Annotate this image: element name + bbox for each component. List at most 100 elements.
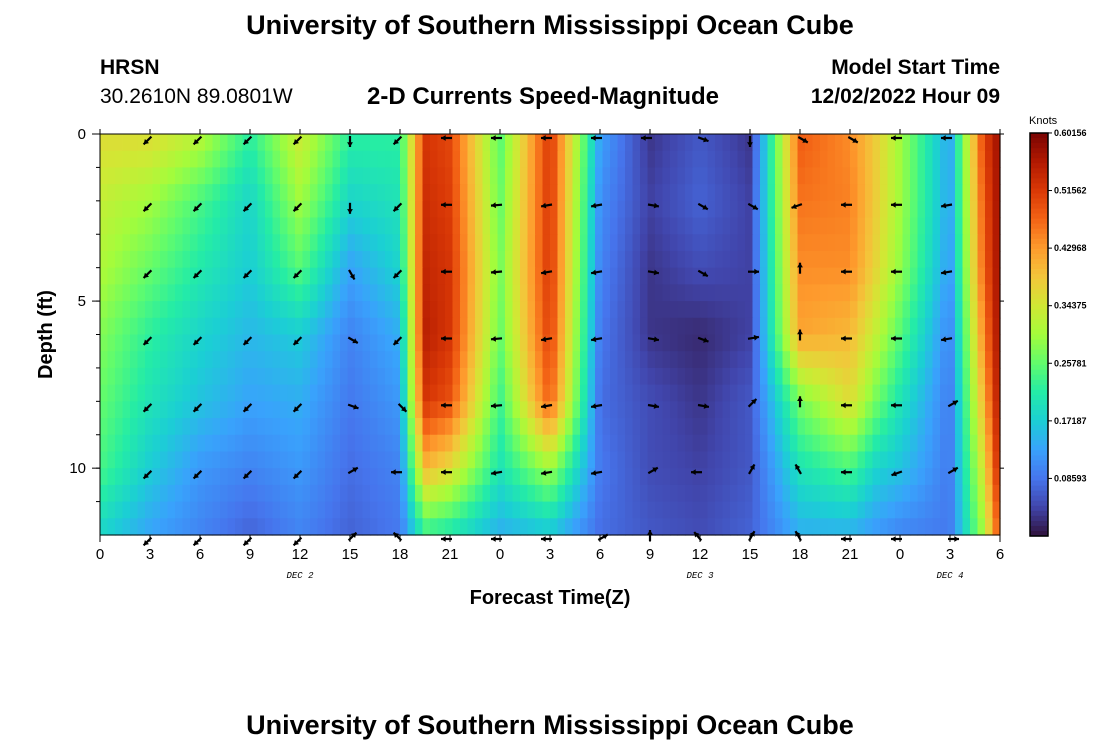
heatmap-cell: [182, 501, 191, 519]
heatmap-cell: [445, 217, 454, 235]
heatmap-cell: [220, 484, 229, 503]
heatmap-cell: [970, 234, 979, 252]
heatmap-cell: [640, 134, 649, 152]
heatmap-cell: [445, 401, 454, 419]
heatmap-cell: [932, 334, 941, 352]
heatmap-cell: [452, 234, 461, 252]
heatmap-cell: [812, 301, 821, 319]
heatmap-cell: [100, 518, 109, 536]
heatmap-cell: [977, 518, 986, 536]
heatmap-cell: [137, 401, 146, 419]
colorbar-segment: [1030, 314, 1048, 320]
main-title: University of Southern Mississippi Ocean…: [246, 10, 854, 40]
current-arrow-head: [703, 136, 709, 143]
heatmap-cell: [160, 317, 169, 336]
heatmap-cell: [865, 200, 874, 219]
heatmap-cell: [932, 367, 941, 386]
heatmap-cell: [505, 150, 514, 169]
heatmap-cell: [235, 418, 244, 436]
heatmap-cell: [857, 184, 866, 202]
heatmap-cell: [992, 418, 1001, 436]
heatmap-cell: [197, 367, 206, 386]
heatmap-cell: [317, 468, 326, 486]
heatmap-cell: [235, 317, 244, 336]
heatmap-cell: [520, 384, 529, 402]
heatmap-cell: [542, 267, 551, 285]
heatmap-cell: [490, 334, 499, 352]
heatmap-cell: [242, 367, 251, 386]
heatmap-cell: [182, 434, 191, 453]
heatmap-cell: [587, 434, 596, 453]
heatmap-cell: [925, 334, 934, 352]
heatmap-cell: [880, 401, 889, 419]
heatmap-cell: [550, 334, 559, 352]
heatmap-cell: [287, 334, 296, 352]
heatmap-cell: [122, 267, 131, 285]
heatmap-cell: [325, 401, 334, 419]
current-arrow: [242, 269, 253, 279]
heatmap-cell: [460, 484, 469, 503]
heatmap-cell: [655, 451, 664, 469]
heatmap-cell: [520, 134, 529, 152]
heatmap-cell: [467, 501, 476, 519]
heatmap-cell: [265, 200, 274, 219]
heatmap-cell: [812, 217, 821, 235]
heatmap-cell: [835, 134, 844, 152]
heatmap-cell: [857, 418, 866, 436]
heatmap-cell: [287, 384, 296, 402]
heatmap-cell: [797, 351, 806, 369]
heatmap-cell: [557, 217, 566, 235]
heatmap-cell: [482, 468, 491, 486]
current-arrow-head: [591, 336, 597, 343]
heatmap-cell: [580, 434, 589, 453]
heatmap-cell: [805, 451, 814, 469]
heatmap-cell: [115, 250, 124, 269]
heatmap-cell: [235, 267, 244, 285]
heatmap-cell: [160, 401, 169, 419]
heatmap-cell: [647, 401, 656, 419]
heatmap-cell: [737, 451, 746, 469]
heatmap-cell: [602, 401, 611, 419]
heatmap-cell: [467, 484, 476, 503]
heatmap-cell: [947, 367, 956, 386]
heatmap-cell: [797, 134, 806, 152]
heatmap-cell: [782, 451, 791, 469]
heatmap-cell: [550, 200, 559, 219]
heatmap-cell: [310, 451, 319, 469]
heatmap-cell: [782, 351, 791, 369]
heatmap-cell: [220, 234, 229, 252]
colorbar-segment: [1030, 359, 1048, 366]
heatmap-cell: [175, 451, 184, 469]
heatmap-cell: [797, 384, 806, 402]
heatmap-cell: [955, 200, 964, 219]
heatmap-cell: [407, 334, 416, 352]
heatmap-cell: [632, 334, 641, 352]
x-axis-title: Forecast Time(Z): [470, 587, 631, 609]
model-start-value: 12/02/2022 Hour 09: [810, 85, 1000, 108]
heatmap-cell: [887, 200, 896, 219]
heatmap-cell: [160, 418, 169, 436]
heatmap-cell: [100, 150, 109, 169]
heatmap-cell: [355, 250, 364, 269]
heatmap-cell: [175, 418, 184, 436]
heatmap-cell: [640, 468, 649, 486]
heatmap-cell: [835, 334, 844, 352]
heatmap-cell: [617, 200, 626, 219]
heatmap-cell: [655, 434, 664, 453]
heatmap-cell: [572, 418, 581, 436]
heatmap-cell: [310, 134, 319, 152]
heatmap-cell: [370, 250, 379, 269]
heatmap-cell: [737, 200, 746, 219]
heatmap-cell: [362, 501, 371, 519]
heatmap-cell: [677, 184, 686, 202]
heatmap-cell: [490, 284, 499, 302]
heatmap-cell: [160, 150, 169, 169]
heatmap-cell: [775, 367, 784, 386]
heatmap-cell: [557, 200, 566, 219]
heatmap-cell: [347, 234, 356, 252]
heatmap-cell: [220, 200, 229, 219]
heatmap-cell: [760, 334, 769, 352]
heatmap-cell: [482, 234, 491, 252]
heatmap-cell: [197, 184, 206, 202]
heatmap-cell: [760, 401, 769, 419]
